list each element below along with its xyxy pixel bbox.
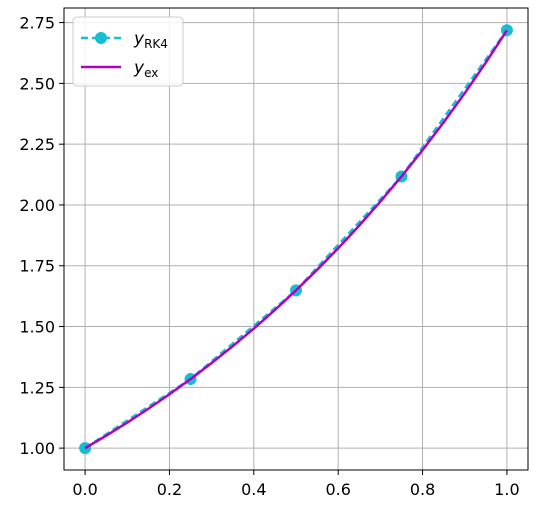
legend-ex-label-main: y [133, 58, 145, 78]
y-tick-label: 2.00 [19, 196, 55, 215]
legend-ex-label: yex [133, 58, 158, 80]
y-tick-label: 1.75 [19, 257, 55, 276]
x-tick-label: 0.6 [325, 480, 350, 499]
y-tick-label: 1.50 [19, 318, 55, 337]
legend-rk4-label-main: y [133, 29, 145, 49]
legend-box [72, 16, 184, 87]
x-tick-label: 0.0 [72, 480, 97, 499]
legend-rk4-marker [95, 32, 107, 44]
x-tick-label: 0.8 [410, 480, 435, 499]
y-tick-label: 2.25 [19, 135, 55, 154]
rk4-series-line [84, 29, 508, 450]
series-layer [79, 24, 513, 455]
axes: 0.0 0.2 0.4 0.6 0.8 1.0 1.00 1.25 1.50 1.75 2.00 2.… [19, 14, 519, 499]
legend-ex-label-sub: ex [144, 66, 158, 80]
x-tick-label: 1.0 [494, 480, 519, 499]
y-tick-label: 2.75 [19, 14, 55, 33]
plot-frame [63, 7, 529, 471]
x-tick-label: 0.4 [241, 480, 266, 499]
legend-rk4-label: yRK4 [133, 29, 168, 51]
grid [64, 8, 528, 470]
legend: yRK4 yex [72, 16, 184, 87]
y-tick-label: 1.25 [19, 378, 55, 397]
y-tick-label: 2.50 [19, 74, 55, 93]
x-tick-label: 0.2 [157, 480, 182, 499]
exact-series-line [84, 29, 508, 450]
y-tick-label: 1.00 [19, 439, 55, 458]
legend-rk4-label-sub: RK4 [144, 37, 168, 51]
